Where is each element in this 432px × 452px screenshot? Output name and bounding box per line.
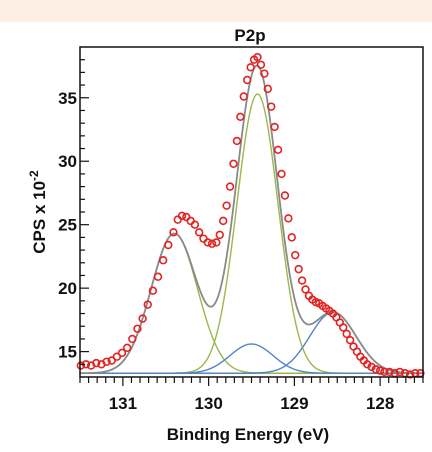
data-point: [222, 201, 231, 210]
chart-title: P2p: [234, 26, 265, 45]
data-point: [190, 220, 200, 229]
data-point: [263, 84, 272, 94]
x-axis-label: Binding Energy (eV): [167, 425, 329, 444]
x-tick-label: 129: [280, 394, 308, 413]
data-point: [246, 63, 255, 72]
data-point: [287, 233, 296, 242]
plot-frame: [79, 46, 424, 378]
data-point: [385, 367, 394, 377]
component-peak-1: [79, 232, 423, 374]
y-tick-label: 30: [58, 152, 77, 171]
data-point: [169, 228, 178, 237]
data-point: [375, 366, 385, 375]
data-point: [371, 365, 381, 374]
x-ticks: 131 130 129 128: [79, 377, 424, 413]
data-point: [76, 361, 86, 370]
data-point: [182, 212, 191, 222]
y-axis-label-exponent: -2: [27, 170, 41, 181]
data-point: [158, 256, 168, 265]
data-point: [280, 191, 290, 200]
data-point: [267, 102, 276, 111]
data-point: [243, 75, 252, 85]
top-band: [0, 0, 432, 22]
data-point: [173, 215, 182, 224]
data-point: [128, 334, 137, 344]
data-point: [117, 348, 127, 358]
data-point: [186, 216, 195, 226]
data-point: [194, 228, 204, 237]
data-point: [232, 136, 242, 146]
data-point: [273, 145, 283, 155]
data-point: [212, 238, 221, 247]
data-points: [76, 52, 425, 379]
data-point: [219, 216, 228, 226]
data-point: [294, 264, 303, 274]
y-tick-label: 15: [58, 343, 77, 362]
y-tick-label: 25: [58, 216, 77, 235]
data-point: [207, 239, 217, 248]
x-tick-label: 131: [109, 394, 137, 413]
component-peak-2: [80, 93, 423, 374]
data-point: [253, 52, 262, 62]
x-tick-label: 130: [194, 394, 222, 413]
data-point: [153, 272, 163, 281]
data-point: [225, 182, 235, 191]
data-point: [92, 358, 101, 368]
data-point: [345, 335, 355, 345]
data-point: [122, 343, 132, 353]
data-point: [284, 214, 293, 223]
y-ticks: 15 20 25 30 35: [58, 59, 89, 365]
y-axis-label-main: CPS x 10: [30, 181, 49, 254]
data-point: [277, 169, 286, 179]
data-point: [229, 159, 238, 168]
data-point: [339, 323, 348, 332]
data-point: [260, 69, 269, 78]
data-point: [405, 370, 415, 379]
data-point: [239, 92, 248, 101]
envelope-fit-line: [79, 64, 424, 375]
data-point: [164, 240, 173, 250]
data-point: [380, 367, 389, 377]
data-point: [236, 112, 245, 122]
y-tick-label: 20: [58, 279, 77, 298]
data-point: [270, 122, 279, 132]
data-point: [203, 238, 212, 247]
data-point: [138, 314, 147, 323]
data-point: [177, 211, 187, 221]
data-point: [215, 230, 224, 240]
x-tick-label: 128: [366, 394, 394, 413]
data-point: [395, 367, 405, 377]
y-tick-label: 35: [58, 89, 77, 108]
data-point: [148, 286, 158, 295]
data-point: [301, 285, 310, 294]
y-axis-label: CPS x 10-2: [27, 170, 49, 254]
data-point: [102, 357, 111, 366]
data-point: [256, 60, 266, 69]
curves-layer: [79, 64, 424, 375]
data-point: [342, 329, 351, 339]
data-point: [133, 324, 142, 333]
data-point: [297, 276, 307, 285]
data-point: [291, 250, 300, 260]
data-point: [199, 234, 208, 243]
data-point: [143, 300, 152, 309]
